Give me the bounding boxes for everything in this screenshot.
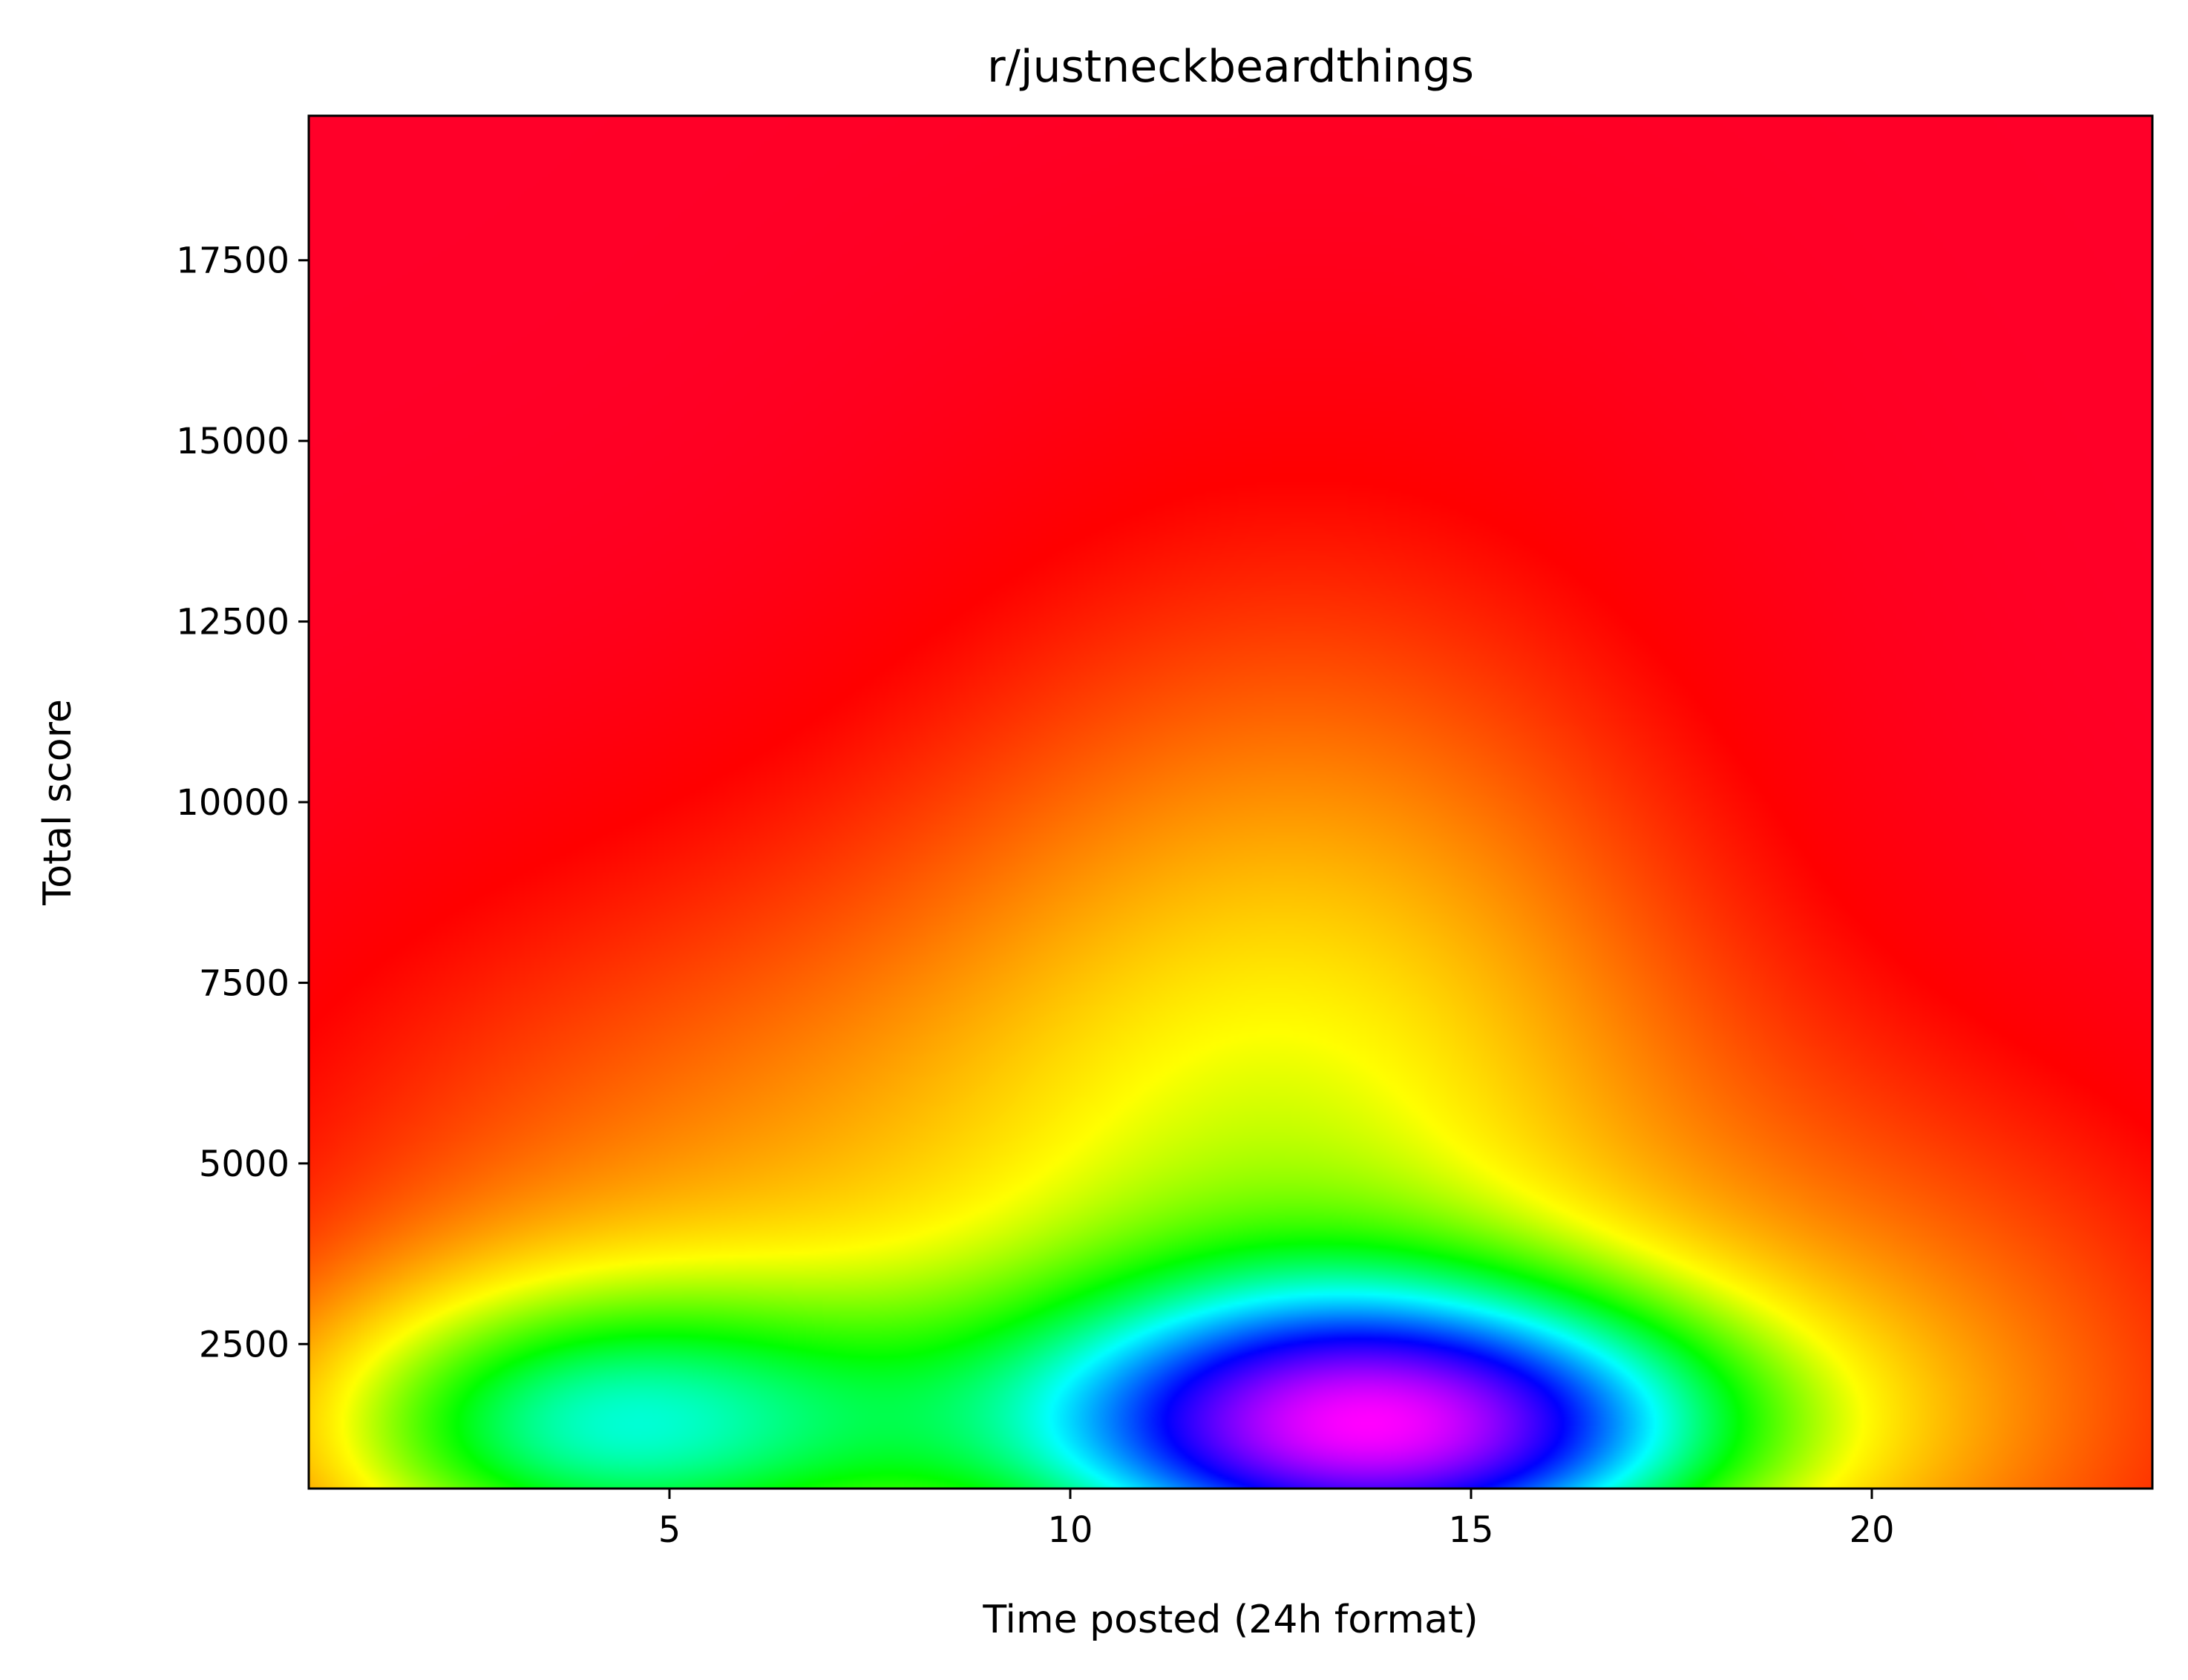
x-tick-label: 20 [1849, 1509, 1894, 1551]
plot-area [307, 114, 2154, 1490]
y-tick-label: 5000 [199, 1143, 289, 1185]
y-axis-label: Total score [36, 699, 80, 906]
y-tick-label: 7500 [199, 962, 289, 1004]
y-tick-label: 10000 [176, 782, 289, 824]
y-axis: 2500 5000 7500 10000 12500 15000 17500 [176, 240, 309, 1365]
x-tick-label: 5 [658, 1509, 681, 1551]
chart-title: r/justneckbeardthings [987, 41, 1474, 93]
y-tick-label: 2500 [199, 1324, 289, 1365]
y-tick-label: 12500 [176, 602, 289, 643]
heatmap-field [309, 116, 2152, 1489]
y-tick-label: 15000 [176, 421, 289, 462]
x-tick-label: 10 [1047, 1509, 1093, 1551]
x-tick-label: 15 [1448, 1509, 1493, 1551]
y-tick-label: 17500 [176, 240, 289, 282]
x-axis-label: Time posted (24h format) [982, 1598, 1478, 1642]
x-axis: 5 10 15 20 [658, 1489, 1895, 1551]
